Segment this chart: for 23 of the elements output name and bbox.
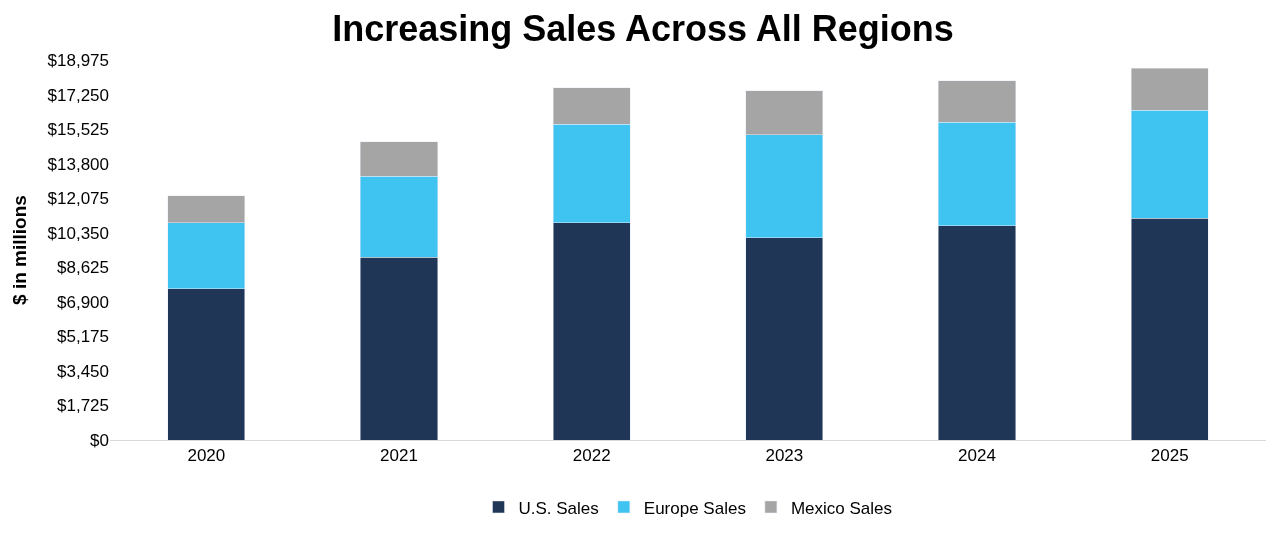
y-tick-label: $3,450 bbox=[57, 361, 109, 381]
y-tick-label: $18,975 bbox=[47, 50, 109, 70]
y-tick-label: $5,175 bbox=[57, 327, 109, 347]
legend-label: U.S. Sales bbox=[518, 498, 599, 518]
y-tick-label: $0 bbox=[90, 430, 109, 450]
y-tick-label: $10,350 bbox=[47, 223, 109, 243]
y-tick-label: $17,250 bbox=[47, 85, 109, 105]
y-tick-label: $8,625 bbox=[57, 258, 109, 278]
chart-title: Increasing Sales Across All Regions bbox=[332, 8, 954, 50]
y-tick-label: $1,725 bbox=[57, 396, 109, 416]
legend-label: Mexico Sales bbox=[790, 498, 892, 518]
x-tick-label: 2021 bbox=[380, 446, 418, 466]
legend-label: Europe Sales bbox=[643, 498, 746, 518]
y-tick-label: $6,900 bbox=[57, 292, 109, 312]
x-tick-label: 2020 bbox=[187, 446, 226, 466]
x-tick-label: 2025 bbox=[1150, 446, 1189, 466]
y-tick-label: $13,800 bbox=[47, 154, 109, 174]
x-tick-label: 2024 bbox=[958, 446, 996, 466]
x-tick-label: 2022 bbox=[572, 446, 611, 466]
y-tick-label: $12,075 bbox=[47, 189, 109, 209]
x-tick-label: 2023 bbox=[765, 446, 804, 466]
y-axis-title: $ in millions bbox=[9, 195, 31, 305]
y-tick-label: $15,525 bbox=[47, 120, 109, 140]
